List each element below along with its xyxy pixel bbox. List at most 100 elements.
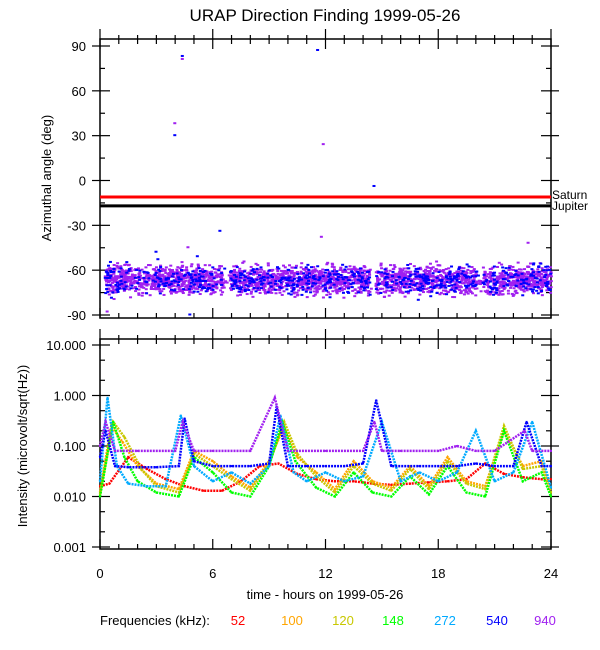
azimuth-point — [299, 271, 303, 274]
azimuth-point — [346, 290, 350, 293]
azimuth-point — [359, 290, 363, 293]
azimuth-point — [323, 285, 327, 288]
azimuth-point — [521, 276, 525, 279]
azimuth-point — [313, 273, 317, 276]
azimuth-point — [519, 282, 523, 285]
azimuth-point — [435, 276, 439, 279]
azimuth-point — [367, 270, 371, 273]
azimuth-point — [157, 271, 161, 274]
azimuth-point — [242, 281, 246, 284]
azimuth-point — [491, 288, 495, 291]
azimuth-point — [476, 274, 480, 277]
data-point-540 — [525, 420, 528, 423]
azimuth-point — [444, 268, 448, 271]
azimuth-point — [193, 287, 197, 290]
azimuth-point — [124, 287, 128, 290]
data-point-120 — [296, 452, 299, 455]
azimuth-point — [377, 282, 381, 285]
azimuth-point — [315, 269, 319, 272]
azimuth-point — [536, 292, 540, 295]
azimuth-point — [395, 282, 399, 285]
azimuth-point — [489, 290, 493, 293]
azimuth-point — [193, 274, 197, 277]
azimuth-point — [270, 269, 274, 272]
azimuth-point — [189, 265, 193, 268]
azimuth-point — [131, 281, 135, 284]
azimuth-point — [466, 292, 470, 295]
azimuth-point — [486, 273, 490, 276]
azimuth-point — [126, 279, 130, 282]
azimuth-point — [265, 275, 269, 278]
azimuth-point — [249, 277, 253, 280]
azimuth-point — [431, 266, 435, 269]
azimuth-point — [340, 280, 344, 283]
azimuth-point — [194, 278, 198, 281]
azimuth-point — [311, 272, 315, 275]
azimuth-point — [355, 282, 359, 285]
azimuth-point — [181, 276, 185, 279]
azimuth-point — [242, 284, 246, 287]
azimuth-point — [374, 288, 378, 291]
azimuth-point — [512, 281, 516, 284]
azimuth-point — [302, 272, 306, 275]
azimuth-point — [482, 277, 486, 280]
azimuth-point — [296, 293, 300, 296]
data-point-540 — [268, 462, 271, 465]
azimuth-point — [304, 266, 308, 269]
azimuth-point — [243, 270, 247, 273]
azimuth-point — [254, 281, 258, 284]
azimuth-point — [185, 284, 189, 287]
series-940-khz — [98, 394, 551, 453]
data-point-120 — [123, 436, 126, 439]
azimuth-point — [114, 283, 118, 286]
azimuth-point — [186, 271, 190, 274]
azimuth-point — [170, 275, 174, 278]
azimuth-point — [244, 280, 248, 283]
data-point-940 — [249, 449, 252, 452]
azimuth-point — [404, 286, 408, 289]
azimuth-point — [162, 288, 166, 291]
azimuth-point — [201, 271, 205, 274]
azimuth-point — [385, 289, 389, 292]
azimuth-point — [419, 277, 423, 280]
data-point-148 — [352, 471, 355, 474]
azimuth-point — [173, 271, 177, 274]
azimuth-point — [384, 291, 388, 294]
azimuth-point — [137, 276, 141, 279]
intensity-x-ticks: 0 6 12 18 24 — [96, 329, 558, 581]
azimuth-point — [327, 281, 331, 284]
azimuth-point — [131, 287, 135, 290]
data-point-272 — [362, 475, 365, 478]
azimuth-point — [106, 290, 110, 293]
azimuth-point — [172, 279, 176, 282]
azimuth-point — [409, 279, 413, 282]
azimuth-point — [521, 294, 525, 297]
azimuth-point — [164, 266, 168, 269]
azimuth-point — [470, 292, 474, 295]
azimuth-point — [436, 278, 440, 281]
azimuth-point — [295, 280, 299, 283]
azimuth-point — [137, 293, 141, 296]
azimuth-point — [235, 287, 239, 290]
azimuth-point — [321, 290, 325, 293]
azimuth-point — [172, 282, 176, 285]
azimuth-point — [488, 280, 492, 283]
intensity-y-tick-label: 0.100 — [53, 439, 86, 454]
azimuth-point — [230, 274, 234, 277]
azimuth-point — [116, 262, 120, 265]
azimuth-point — [234, 264, 238, 267]
azimuth-point — [283, 266, 287, 269]
azimuth-point — [316, 282, 320, 285]
azimuth-point — [211, 276, 215, 279]
azimuth-point — [148, 294, 152, 297]
azimuth-point — [104, 278, 108, 281]
azimuth-point — [187, 281, 191, 284]
azimuth-point — [425, 272, 429, 275]
azimuth-point — [259, 283, 263, 286]
azimuth-point — [220, 286, 224, 289]
azimuth-point — [117, 275, 121, 278]
azimuth-point — [238, 293, 242, 296]
azimuth-point — [196, 285, 200, 288]
azimuth-point — [274, 292, 278, 295]
azimuth-point — [533, 286, 537, 289]
